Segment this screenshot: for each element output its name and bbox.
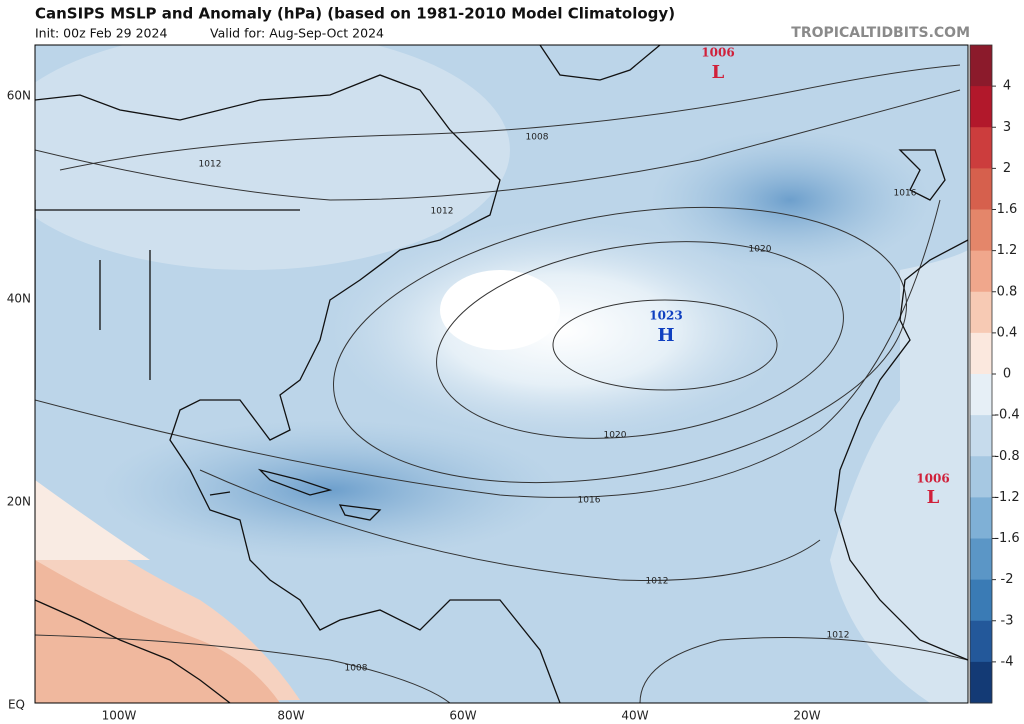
- colorbar-segment: [970, 661, 992, 704]
- coastlines: [35, 45, 968, 703]
- lon-label: 60W: [449, 709, 476, 723]
- anomaly-field: [440, 270, 560, 350]
- colorbar-label: -2: [1001, 572, 1014, 587]
- contour-label: 1008: [526, 133, 549, 143]
- coastline: [898, 149, 946, 201]
- isobar: [552, 299, 778, 391]
- lon-label: 40W: [621, 709, 648, 723]
- colorbar-segment: [970, 332, 992, 375]
- center-type: L: [927, 487, 940, 508]
- coastline: [834, 239, 968, 661]
- colorbar-label: 2: [1003, 161, 1011, 176]
- colorbar-label: 0.4: [997, 325, 1018, 340]
- colorbar-label: 3: [1003, 120, 1011, 135]
- valid-time: Valid for: Aug-Sep-Oct 2024: [210, 26, 384, 41]
- colorbar-segment: [970, 86, 992, 128]
- colorbar-label: -0.8: [994, 449, 1019, 464]
- contour-label: 1012: [646, 577, 669, 587]
- lat-label: 60N: [7, 89, 31, 103]
- colorbar-label: -0.4: [994, 408, 1019, 423]
- isobar: [59, 64, 961, 171]
- init-time: Init: 00z Feb 29 2024: [35, 26, 167, 41]
- colorbar-label: -1.6: [994, 531, 1019, 546]
- coastline: [209, 468, 382, 521]
- colorbar-segment: [970, 168, 992, 210]
- borders: [35, 200, 300, 390]
- coastline: [35, 599, 231, 703]
- title: CanSIPS MSLP and Anomaly (hPa) (based on…: [35, 5, 675, 23]
- map-frame: [34, 44, 969, 704]
- contour-label: 1020: [749, 245, 772, 255]
- colorbar: 4 3 2 1.6 1.2 0.8 0.4 0 -0.4 -0.8 -1.2 -1.6 -2 -3 -4: [969, 44, 1020, 704]
- pressure-centers: 1006 L 1023 H 1006 L: [649, 46, 949, 509]
- colorbar-label: 4: [1003, 79, 1011, 94]
- colorbar-label: 0.8: [997, 284, 1018, 299]
- contour-labels: 1008 1012 1012 1016 1020 1020 1016 1012 …: [199, 133, 917, 674]
- colorbar-segment: [970, 209, 992, 252]
- lat-label: 40N: [7, 292, 31, 306]
- anomaly-field: [650, 130, 930, 270]
- map-area: [35, 45, 968, 703]
- colorbar-segment: [970, 127, 992, 169]
- colorbar-label: 0: [1003, 367, 1011, 382]
- colorbar-segment: [970, 497, 992, 539]
- isobar: [333, 206, 907, 484]
- colorbar-label: -1.2: [994, 490, 1019, 505]
- colorbar-segment: [970, 456, 992, 498]
- coastline: [35, 74, 561, 703]
- contour-label: 1008: [345, 664, 368, 674]
- colorbar-segment: [970, 250, 992, 293]
- colorbar-label: -3: [1001, 613, 1014, 628]
- colorbar-label: 1.2: [997, 243, 1018, 258]
- lon-label: 20W: [793, 709, 820, 723]
- anomaly-field: [35, 480, 150, 560]
- center-type: L: [712, 62, 725, 83]
- anomaly-field: [35, 45, 510, 270]
- colorbar-segment: [970, 45, 992, 87]
- coastline: [539, 45, 661, 81]
- contour-label: 1020: [604, 431, 627, 441]
- colorbar-segment: [970, 620, 992, 663]
- center-type: H: [657, 325, 674, 346]
- colorbar-label: 1.6: [997, 202, 1018, 217]
- lon-label: 80W: [277, 709, 304, 723]
- contour-label: 1012: [827, 631, 850, 641]
- contour-label: 1016: [894, 189, 917, 199]
- colorbar-segment: [970, 579, 992, 622]
- colorbar-label: -4: [1001, 654, 1014, 669]
- lon-label: 100W: [102, 709, 137, 723]
- contour-label: 1012: [431, 207, 454, 217]
- colorbar-segment: [970, 538, 992, 581]
- isobar: [35, 89, 961, 201]
- lon-labels: 100W 80W 60W 40W 20W: [102, 709, 821, 723]
- anomaly-field: [830, 250, 968, 703]
- contour-label: 1012: [199, 160, 222, 170]
- anomaly-field: [35, 560, 280, 703]
- contour-label: 1016: [578, 496, 601, 506]
- site-credit: TROPICALTIDBITS.COM: [791, 25, 970, 41]
- isobar: [436, 241, 844, 439]
- isobar: [639, 637, 968, 703]
- lat-label: EQ: [8, 698, 25, 712]
- center-value: 1006: [701, 46, 734, 60]
- isobar: [35, 199, 941, 498]
- isobar: [199, 469, 821, 581]
- colorbar-segment: [970, 291, 992, 334]
- center-value: 1006: [916, 472, 949, 486]
- lat-label: 20N: [7, 495, 31, 509]
- colorbar-segment: [970, 374, 992, 416]
- colorbar-segment: [970, 415, 992, 457]
- lat-labels: 60N 40N 20N EQ: [7, 89, 31, 712]
- center-value: 1023: [649, 309, 682, 323]
